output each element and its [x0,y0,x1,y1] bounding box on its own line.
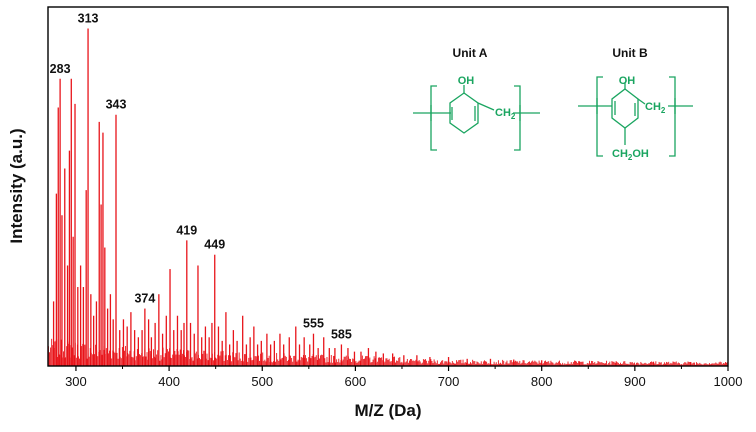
peak-label: 449 [204,238,225,252]
x-tick-label: 900 [624,374,646,389]
x-tick-label: 400 [158,374,180,389]
peak-label: 419 [176,223,197,237]
x-tick-label: 500 [251,374,273,389]
x-tick-label: 600 [345,374,367,389]
peak-label: 343 [106,98,127,112]
peak-label: 313 [78,12,99,26]
spectrum-bars [52,28,692,366]
unit-b-title: Unit B [612,46,648,60]
unit-a-oh-label: OH [458,75,475,87]
spectrum-baseline-noise [48,338,729,366]
x-tick-label: 1000 [714,374,743,389]
x-tick-label: 800 [531,374,553,389]
unit-a-title: Unit A [453,46,488,60]
unit-b-ch2-label: CH2 [645,101,666,115]
x-axis-title: M/Z (Da) [354,401,421,420]
peak-labels: 283 313 343 374 419 449 555 585 [50,12,352,342]
y-axis-title: Intensity (a.u.) [7,128,26,243]
unit-b-oh-label: OH [619,75,636,87]
unit-b-structure: Unit B OH CH2 CH2OH [578,46,693,162]
peak-label: 374 [134,292,155,306]
unit-b-ch2oh-label: CH2OH [612,148,649,162]
unit-a-lines [413,85,540,151]
unit-a-ch2-label: CH2 [495,107,516,121]
plot-frame [47,6,729,367]
x-tick-label: 700 [438,374,460,389]
unit-b-lines [578,76,693,157]
peak-label: 555 [303,317,324,331]
peak-label: 585 [331,327,352,341]
peak-label: 283 [50,62,71,76]
unit-a-structure: Unit A OH CH2 [413,46,540,151]
x-tick-label: 300 [65,374,87,389]
x-axis-ticks: 300 400 500 600 700 800 900 1000 [65,366,742,389]
